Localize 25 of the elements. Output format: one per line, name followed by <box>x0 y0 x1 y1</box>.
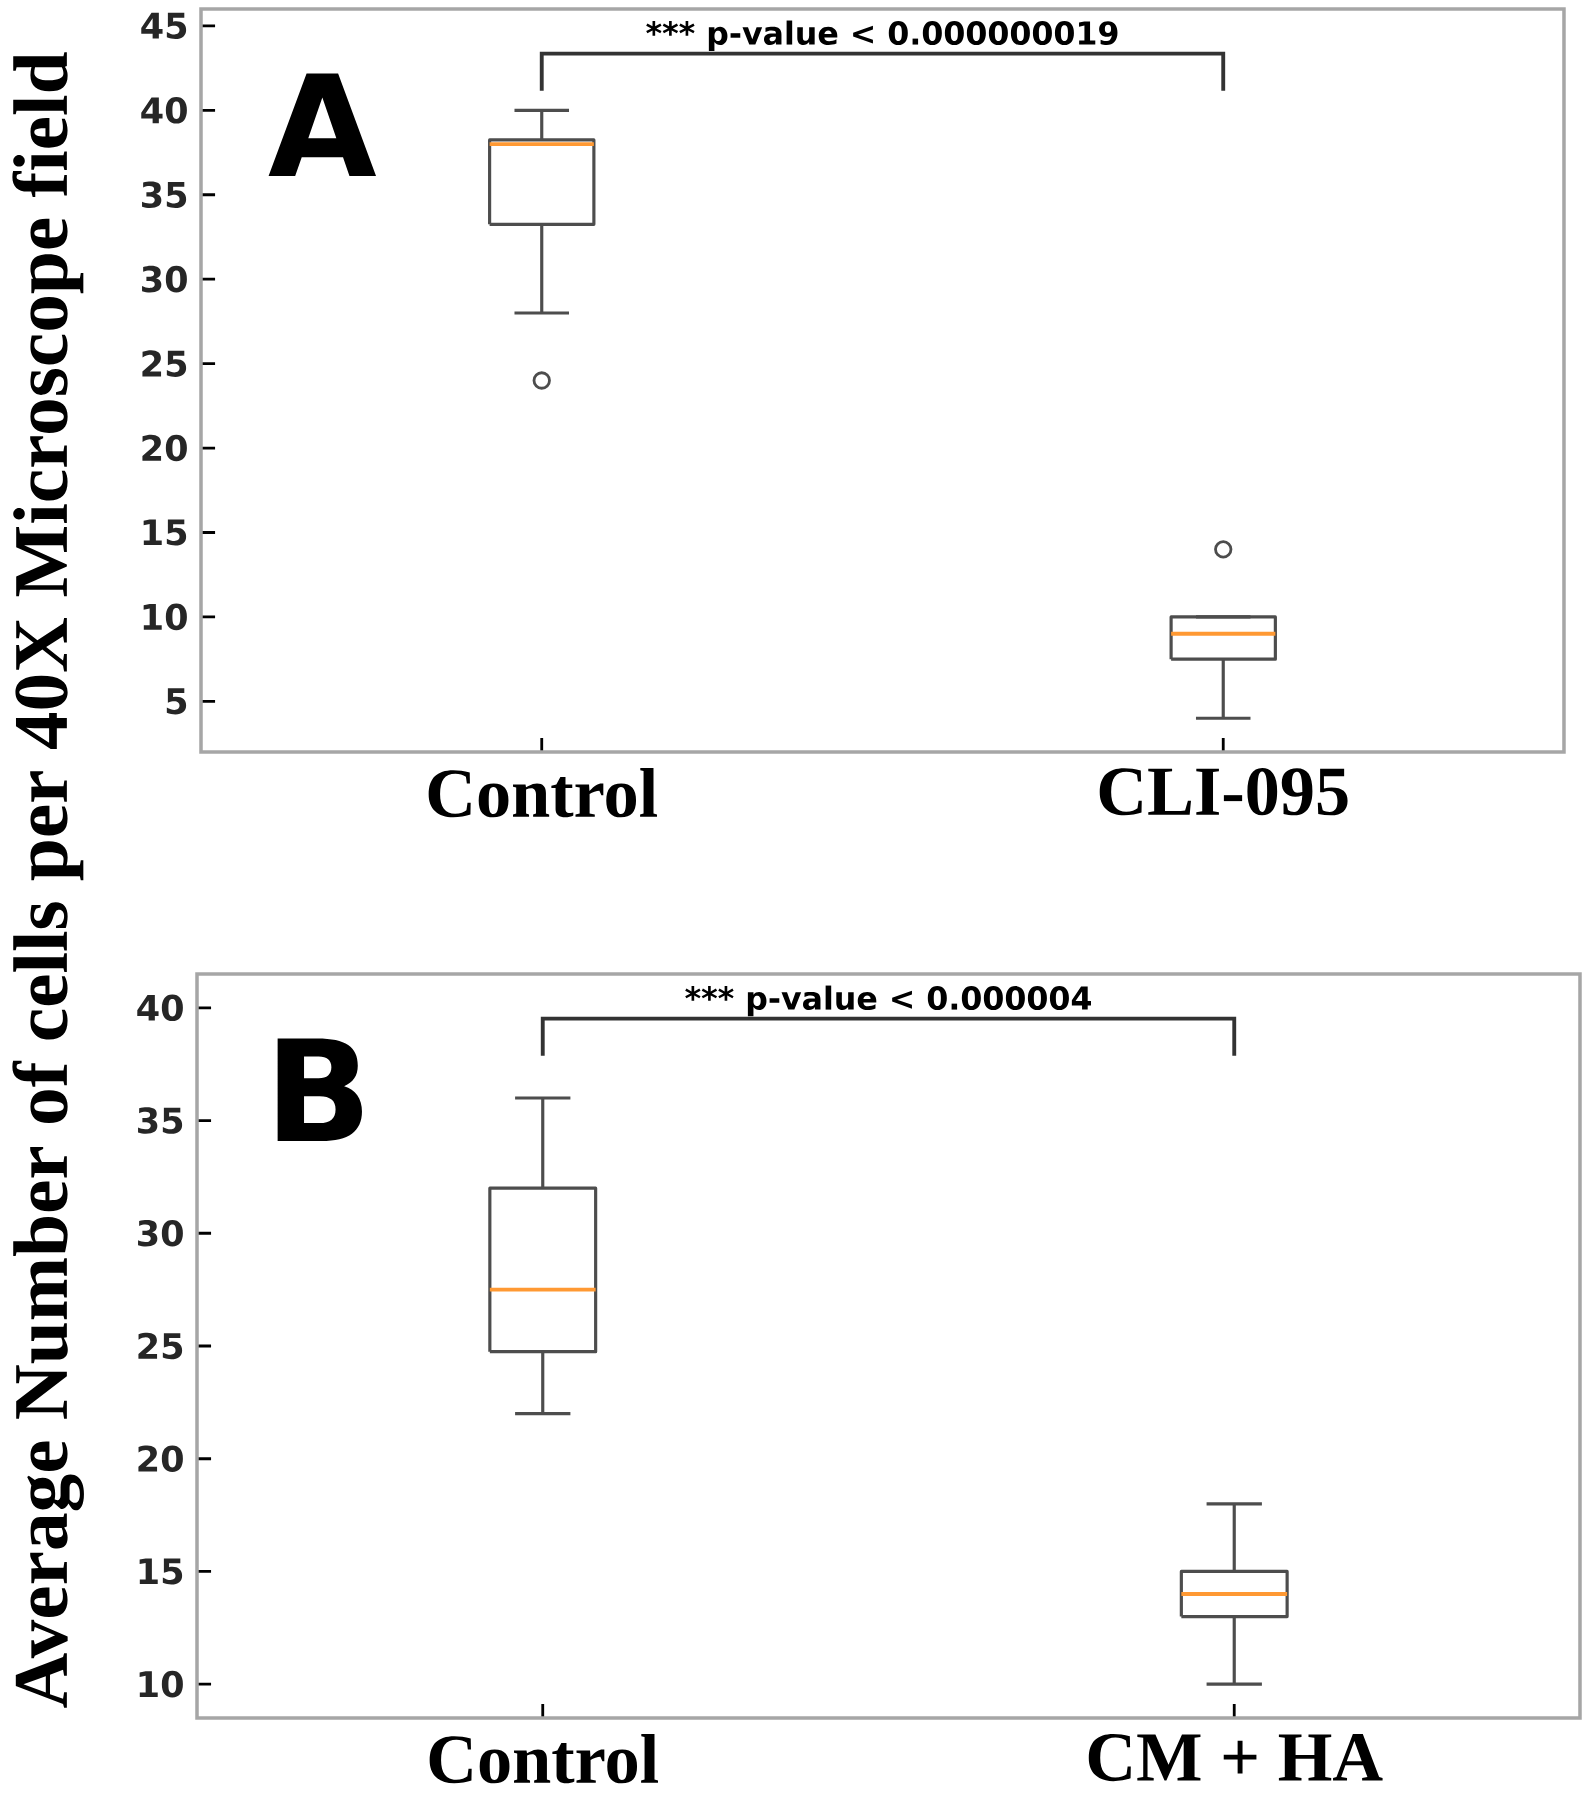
y-tick-label: 35 <box>138 1107 183 1134</box>
y-axis-title: Average Number of cells per 40X Microscope field <box>12 52 84 1708</box>
x-tick-label: CM + HA <box>1088 1733 1383 1782</box>
y-tick-label: 40 <box>137 994 183 1022</box>
y-tick-label: 30 <box>138 1219 183 1247</box>
y-tick-label: 30 <box>142 265 187 293</box>
y-tick-label: 35 <box>142 181 187 209</box>
x-tick-label: Control <box>429 1733 659 1784</box>
y-tick-label: 20 <box>138 1445 183 1473</box>
y-tick-label: 10 <box>143 603 187 631</box>
y-tick-label: 15 <box>139 1558 183 1585</box>
x-tick-label: CLI-095 <box>1099 767 1348 816</box>
annotation: B <box>277 1038 362 1141</box>
annotation: A <box>268 73 377 176</box>
y-tick-label: 10 <box>139 1670 183 1698</box>
y-tick-label: 45 <box>141 12 187 39</box>
x-tick-label: Control <box>428 767 658 818</box>
y-tick-label: 25 <box>138 1332 183 1360</box>
y-tick-label: 40 <box>141 97 187 124</box>
annotation: *** p-value < 0.000000019 <box>646 20 1118 52</box>
y-tick-label: 25 <box>142 350 187 377</box>
y-tick-label: 5 <box>166 688 187 715</box>
y-tick-label: 15 <box>143 519 187 546</box>
annotation: *** p-value < 0.000004 <box>685 985 1092 1017</box>
y-tick-label: 20 <box>142 434 187 462</box>
